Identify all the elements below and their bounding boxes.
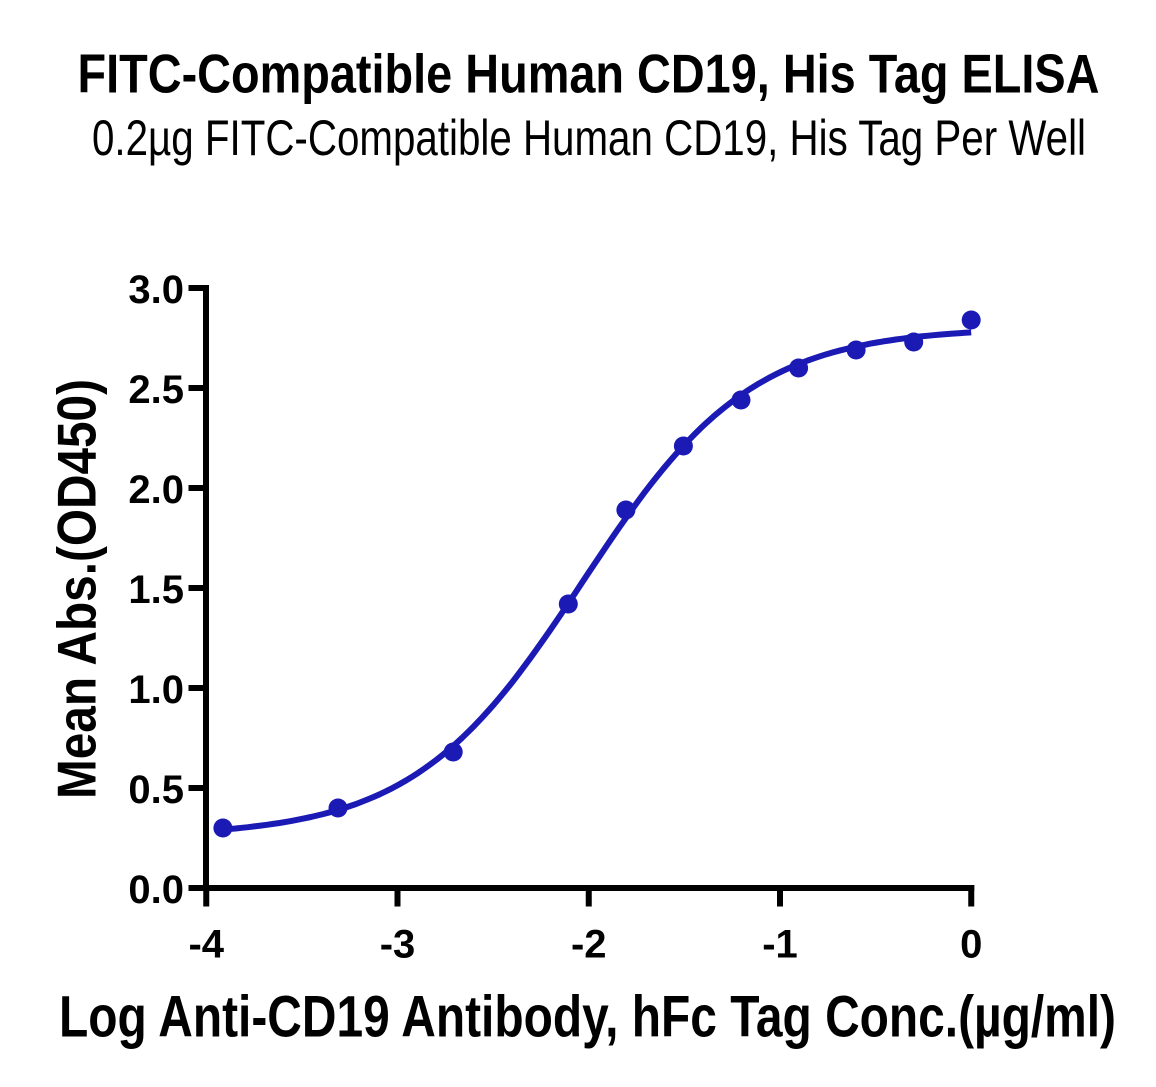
svg-text:2.5: 2.5 bbox=[128, 368, 184, 412]
svg-text:-2: -2 bbox=[571, 923, 607, 967]
svg-text:-4: -4 bbox=[188, 923, 224, 967]
svg-text:1.5: 1.5 bbox=[128, 568, 184, 612]
svg-text:0.5: 0.5 bbox=[128, 768, 184, 812]
svg-text:0.2µg FITC-Compatible Human CD: 0.2µg FITC-Compatible Human CD19, His Ta… bbox=[92, 110, 1086, 166]
svg-text:2.0: 2.0 bbox=[128, 468, 184, 512]
svg-text:-1: -1 bbox=[762, 923, 798, 967]
svg-text:0.0: 0.0 bbox=[128, 868, 184, 912]
svg-text:Log Anti-CD19 Antibody, hFc Ta: Log Anti-CD19 Antibody, hFc Tag Conc.(µg… bbox=[59, 985, 1116, 1050]
svg-text:3.0: 3.0 bbox=[128, 268, 184, 312]
svg-text:0: 0 bbox=[960, 923, 982, 967]
svg-text:1.0: 1.0 bbox=[128, 668, 184, 712]
svg-text:Mean Abs.(OD450): Mean Abs.(OD450) bbox=[46, 379, 108, 799]
svg-text:FITC-Compatible Human CD19, Hi: FITC-Compatible Human CD19, His Tag ELIS… bbox=[78, 43, 1100, 105]
svg-text:-3: -3 bbox=[380, 923, 416, 967]
